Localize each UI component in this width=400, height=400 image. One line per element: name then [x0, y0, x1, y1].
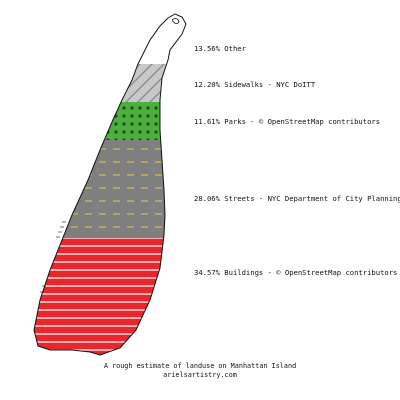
band-buildings [34, 238, 186, 355]
legend-label-streets: 28.06% Streets - NYC Department of City … [194, 194, 400, 203]
legend-label-buildings: 34.57% Buildings - © OpenStreetMap contr… [194, 268, 398, 277]
band-streets [34, 140, 186, 238]
island-outline [33, 13, 187, 356]
island-tip-curl [171, 18, 180, 24]
caption-title: A rough estimate of landuse on Manhattan… [103, 362, 297, 370]
legend-label-sidewalks: 12.20% Sidewalks - NYC DoITT [194, 80, 316, 89]
band-other [34, 14, 186, 64]
pier-marks [40, 221, 66, 293]
legend-label-parks: 11.61% Parks - © OpenStreetMap contribut… [194, 117, 381, 126]
caption-credit: arielsartistry.com [163, 371, 237, 379]
legend-label-other: 13.56% Other [194, 44, 246, 53]
